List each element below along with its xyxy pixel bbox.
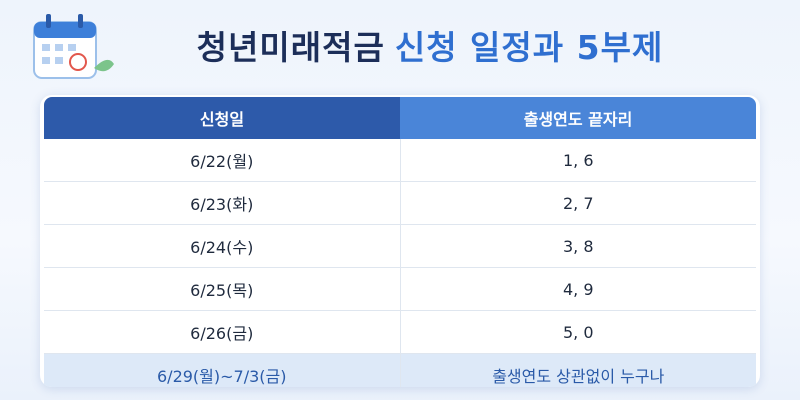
schedule-table: 신청일 출생연도 끝자리 6/22(월) 1, 6 6/23(화) 2, 7 6/24(수…: [44, 97, 756, 387]
table-cell: 4, 9: [400, 267, 756, 311]
header-cell: 출생연도 끝자리: [400, 97, 756, 139]
table-cell: 2, 7: [400, 181, 756, 225]
table-row: 6/29(월)~7/3(금) 출생연도 상관없이 누구나: [44, 353, 756, 387]
table-cell: 3, 8: [400, 224, 756, 268]
table-cell: 6/26(금): [44, 310, 401, 354]
header-row: 신청일 출생연도 끝자리: [44, 97, 756, 139]
table-cell: 6/24(수): [44, 224, 401, 268]
table-row: 6/22(월) 1, 6: [44, 139, 756, 182]
table-row: 6/25(목) 4, 9: [44, 267, 756, 311]
header-cell: 신청일: [44, 97, 400, 139]
schedule-card: 신청일 출생연도 끝자리 6/22(월) 1, 6 6/23(화) 2, 7 6/24(수…: [40, 95, 760, 387]
table-cell: 1, 6: [400, 139, 756, 182]
table-cell: 6/29(월)~7/3(금): [44, 353, 401, 387]
table-row: 6/23(화) 2, 7: [44, 181, 756, 225]
title: 청년미래적금 신청 일정과 5부제: [130, 22, 730, 74]
table-row: 6/26(금) 5, 0: [44, 310, 756, 354]
table-cell: 5, 0: [400, 310, 756, 354]
title-main: 청년미래적금: [196, 28, 385, 67]
table-cell: 6/22(월): [44, 139, 401, 182]
table-cell: 출생연도 상관없이 누구나: [400, 353, 756, 387]
table-cell: 6/25(목): [44, 267, 401, 311]
table-row: 6/24(수) 3, 8: [44, 224, 756, 268]
calendar-icon: [33, 14, 114, 79]
title-highlight: 신청 일정과 5부제: [394, 28, 664, 67]
table-cell: 6/23(화): [44, 181, 401, 225]
